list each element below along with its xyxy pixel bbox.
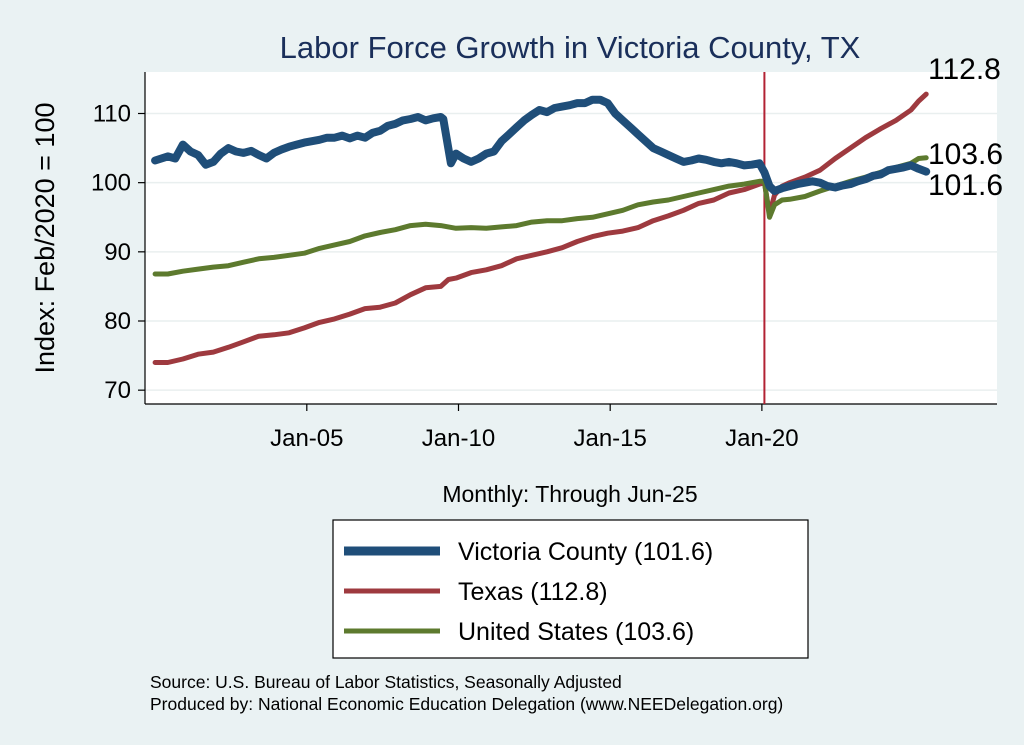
x-tick-label: Jan-15: [573, 425, 646, 452]
x-tick-label: Jan-10: [422, 425, 495, 452]
y-tick-label: 80: [104, 308, 131, 335]
x-tick-label: Jan-20: [725, 425, 798, 452]
legend-label-1: Texas (112.8): [458, 578, 608, 606]
end-label-2: 103.6: [928, 138, 1003, 171]
y-tick-label: 110: [93, 101, 131, 128]
series-line-2: [152, 155, 929, 277]
source-note: Source: U.S. Bureau of Labor Statistics,…: [150, 672, 622, 692]
chart-title: Labor Force Growth in Victoria County, T…: [280, 30, 861, 65]
y-tick-label: 70: [104, 377, 131, 404]
series-lines: [151, 91, 931, 365]
legend-label-0: Victoria County (101.6): [458, 538, 713, 566]
end-label-0: 101.6: [928, 169, 1003, 202]
series-line-0: [151, 95, 931, 195]
y-axis-title: Index: Feb/2020 = 100: [30, 103, 60, 374]
end-labels: 101.6 112.8 103.6: [928, 53, 1003, 202]
x-axis-title: Monthly: Through Jun-25: [442, 481, 697, 507]
legend: Victoria County (101.6) Texas (112.8) Unit…: [332, 519, 809, 659]
gridlines: 70 80 90 100 110: [91, 101, 997, 404]
y-tick-label: 100: [91, 170, 131, 197]
x-tick-label: Jan-05: [270, 425, 343, 452]
legend-label-2: United States (103.6): [458, 618, 694, 646]
producer-note: Produced by: National Economic Education…: [150, 694, 783, 714]
plot-area: [145, 72, 997, 404]
x-axis-ticks: Jan-05 Jan-10 Jan-15 Jan-20: [270, 404, 799, 452]
series-line-1: [152, 91, 929, 365]
y-tick-label: 90: [104, 239, 131, 266]
end-label-1: 112.8: [928, 53, 1001, 86]
